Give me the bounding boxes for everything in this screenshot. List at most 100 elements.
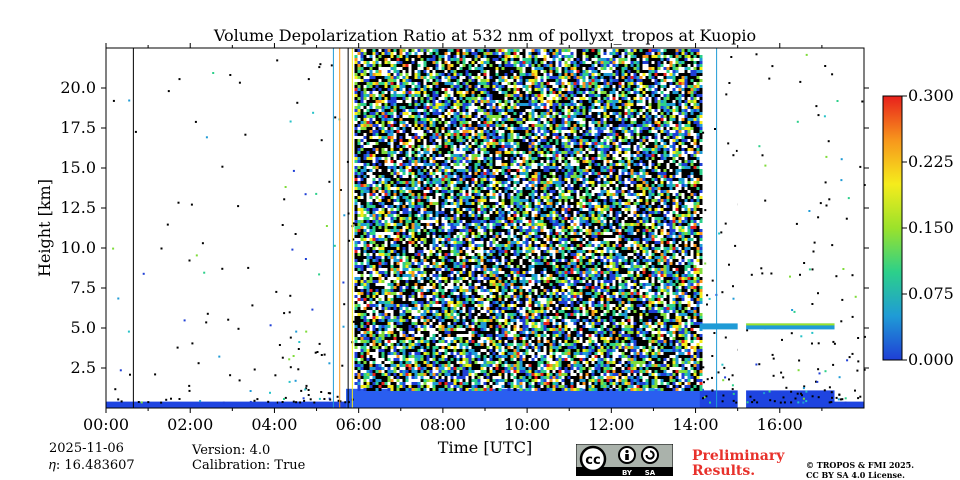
noise-pixel [405, 250, 409, 253]
noise-pixel [474, 289, 478, 292]
noise-pixel [459, 247, 463, 250]
noise-pixel [414, 121, 418, 124]
noise-pixel [396, 58, 400, 61]
noise-pixel [474, 292, 478, 295]
noise-pixel [378, 145, 382, 148]
noise-pixel [387, 322, 391, 325]
noise-pixel [459, 307, 463, 310]
noise-pixel [414, 223, 418, 226]
noise-pixel [363, 169, 367, 172]
noise-pixel [423, 298, 427, 301]
noise-pixel [396, 232, 400, 235]
noise-pixel [363, 163, 367, 166]
noise-pixel [498, 94, 502, 97]
noise-pixel [393, 349, 397, 352]
noise-pixel [471, 319, 475, 322]
noise-pixel [447, 232, 451, 235]
noise-pixel [477, 367, 481, 370]
noise-pixel [489, 94, 493, 97]
noise-pixel [396, 262, 400, 265]
noise-pixel [378, 298, 382, 301]
noise-pixel [426, 94, 430, 97]
noise-pixel [414, 265, 418, 268]
noise-pixel [360, 109, 364, 112]
noise-pixel [405, 103, 409, 106]
noise-pixel [426, 88, 430, 91]
noise-pixel [471, 214, 475, 217]
noise-pixel [438, 247, 442, 250]
noise-pixel [408, 169, 412, 172]
noise-pixel [498, 343, 502, 346]
noise-pixel [489, 52, 493, 55]
noise-pixel [381, 355, 385, 358]
noise-pixel [405, 259, 409, 262]
noise-pixel [498, 109, 502, 112]
noise-pixel [399, 181, 403, 184]
noise-pixel [450, 268, 454, 271]
noise-pixel [435, 373, 439, 376]
noise-pixel [387, 280, 391, 283]
noise-pixel [471, 127, 475, 130]
noise-pixel [366, 115, 370, 118]
noise-pixel [426, 73, 430, 76]
noise-pixel [492, 238, 496, 241]
noise-pixel [408, 376, 412, 379]
noise-pixel [372, 91, 376, 94]
noise-pixel [417, 310, 421, 313]
noise-pixel [390, 127, 394, 130]
noise-pixel [393, 166, 397, 169]
noise-pixel [492, 307, 496, 310]
noise-pixel [375, 388, 379, 391]
noise-pixel [474, 301, 478, 304]
noise-pixel [405, 151, 409, 154]
noise-pixel [420, 325, 424, 328]
noise-pixel [381, 103, 385, 106]
noise-pixel [432, 52, 436, 55]
noise-pixel [498, 55, 502, 58]
noise-pixel [372, 238, 376, 241]
noise-pixel [354, 283, 358, 286]
noise-pixel [459, 328, 463, 331]
noise-pixel [396, 199, 400, 202]
noise-pixel [492, 142, 496, 145]
noise-pixel [471, 55, 475, 58]
noise-pixel [402, 82, 406, 85]
noise-pixel [423, 199, 427, 202]
noise-pixel [486, 157, 490, 160]
noise-pixel [495, 310, 499, 313]
noise-pixel [450, 283, 454, 286]
noise-pixel [381, 319, 385, 322]
noise-pixel [429, 181, 433, 184]
noise-pixel [441, 112, 445, 115]
noise-pixel [435, 253, 439, 256]
noise-pixel [456, 259, 460, 262]
noise-pixel [474, 217, 478, 220]
noise-pixel [495, 109, 499, 112]
noise-pixel [474, 196, 478, 199]
noise-pixel [495, 247, 499, 250]
noise-pixel [360, 205, 364, 208]
noise-pixel [357, 268, 361, 271]
noise-pixel [366, 340, 370, 343]
noise-pixel [381, 202, 385, 205]
noise-pixel [423, 379, 427, 382]
noise-pixel [378, 349, 382, 352]
noise-pixel [405, 283, 409, 286]
noise-pixel [477, 196, 481, 199]
noise-pixel [438, 160, 442, 163]
noise-pixel [480, 205, 484, 208]
noise-pixel [444, 175, 448, 178]
noise-pixel [456, 79, 460, 82]
noise-pixel [414, 175, 418, 178]
noise-pixel [414, 118, 418, 121]
noise-pixel [405, 79, 409, 82]
noise-pixel [447, 220, 451, 223]
noise-pixel [402, 124, 406, 127]
noise-pixel [459, 385, 463, 388]
noise-pixel [480, 283, 484, 286]
noise-pixel [399, 382, 403, 385]
noise-pixel [435, 331, 439, 334]
noise-pixel [465, 295, 469, 298]
noise-pixel [423, 253, 427, 256]
noise-pixel [474, 64, 478, 67]
